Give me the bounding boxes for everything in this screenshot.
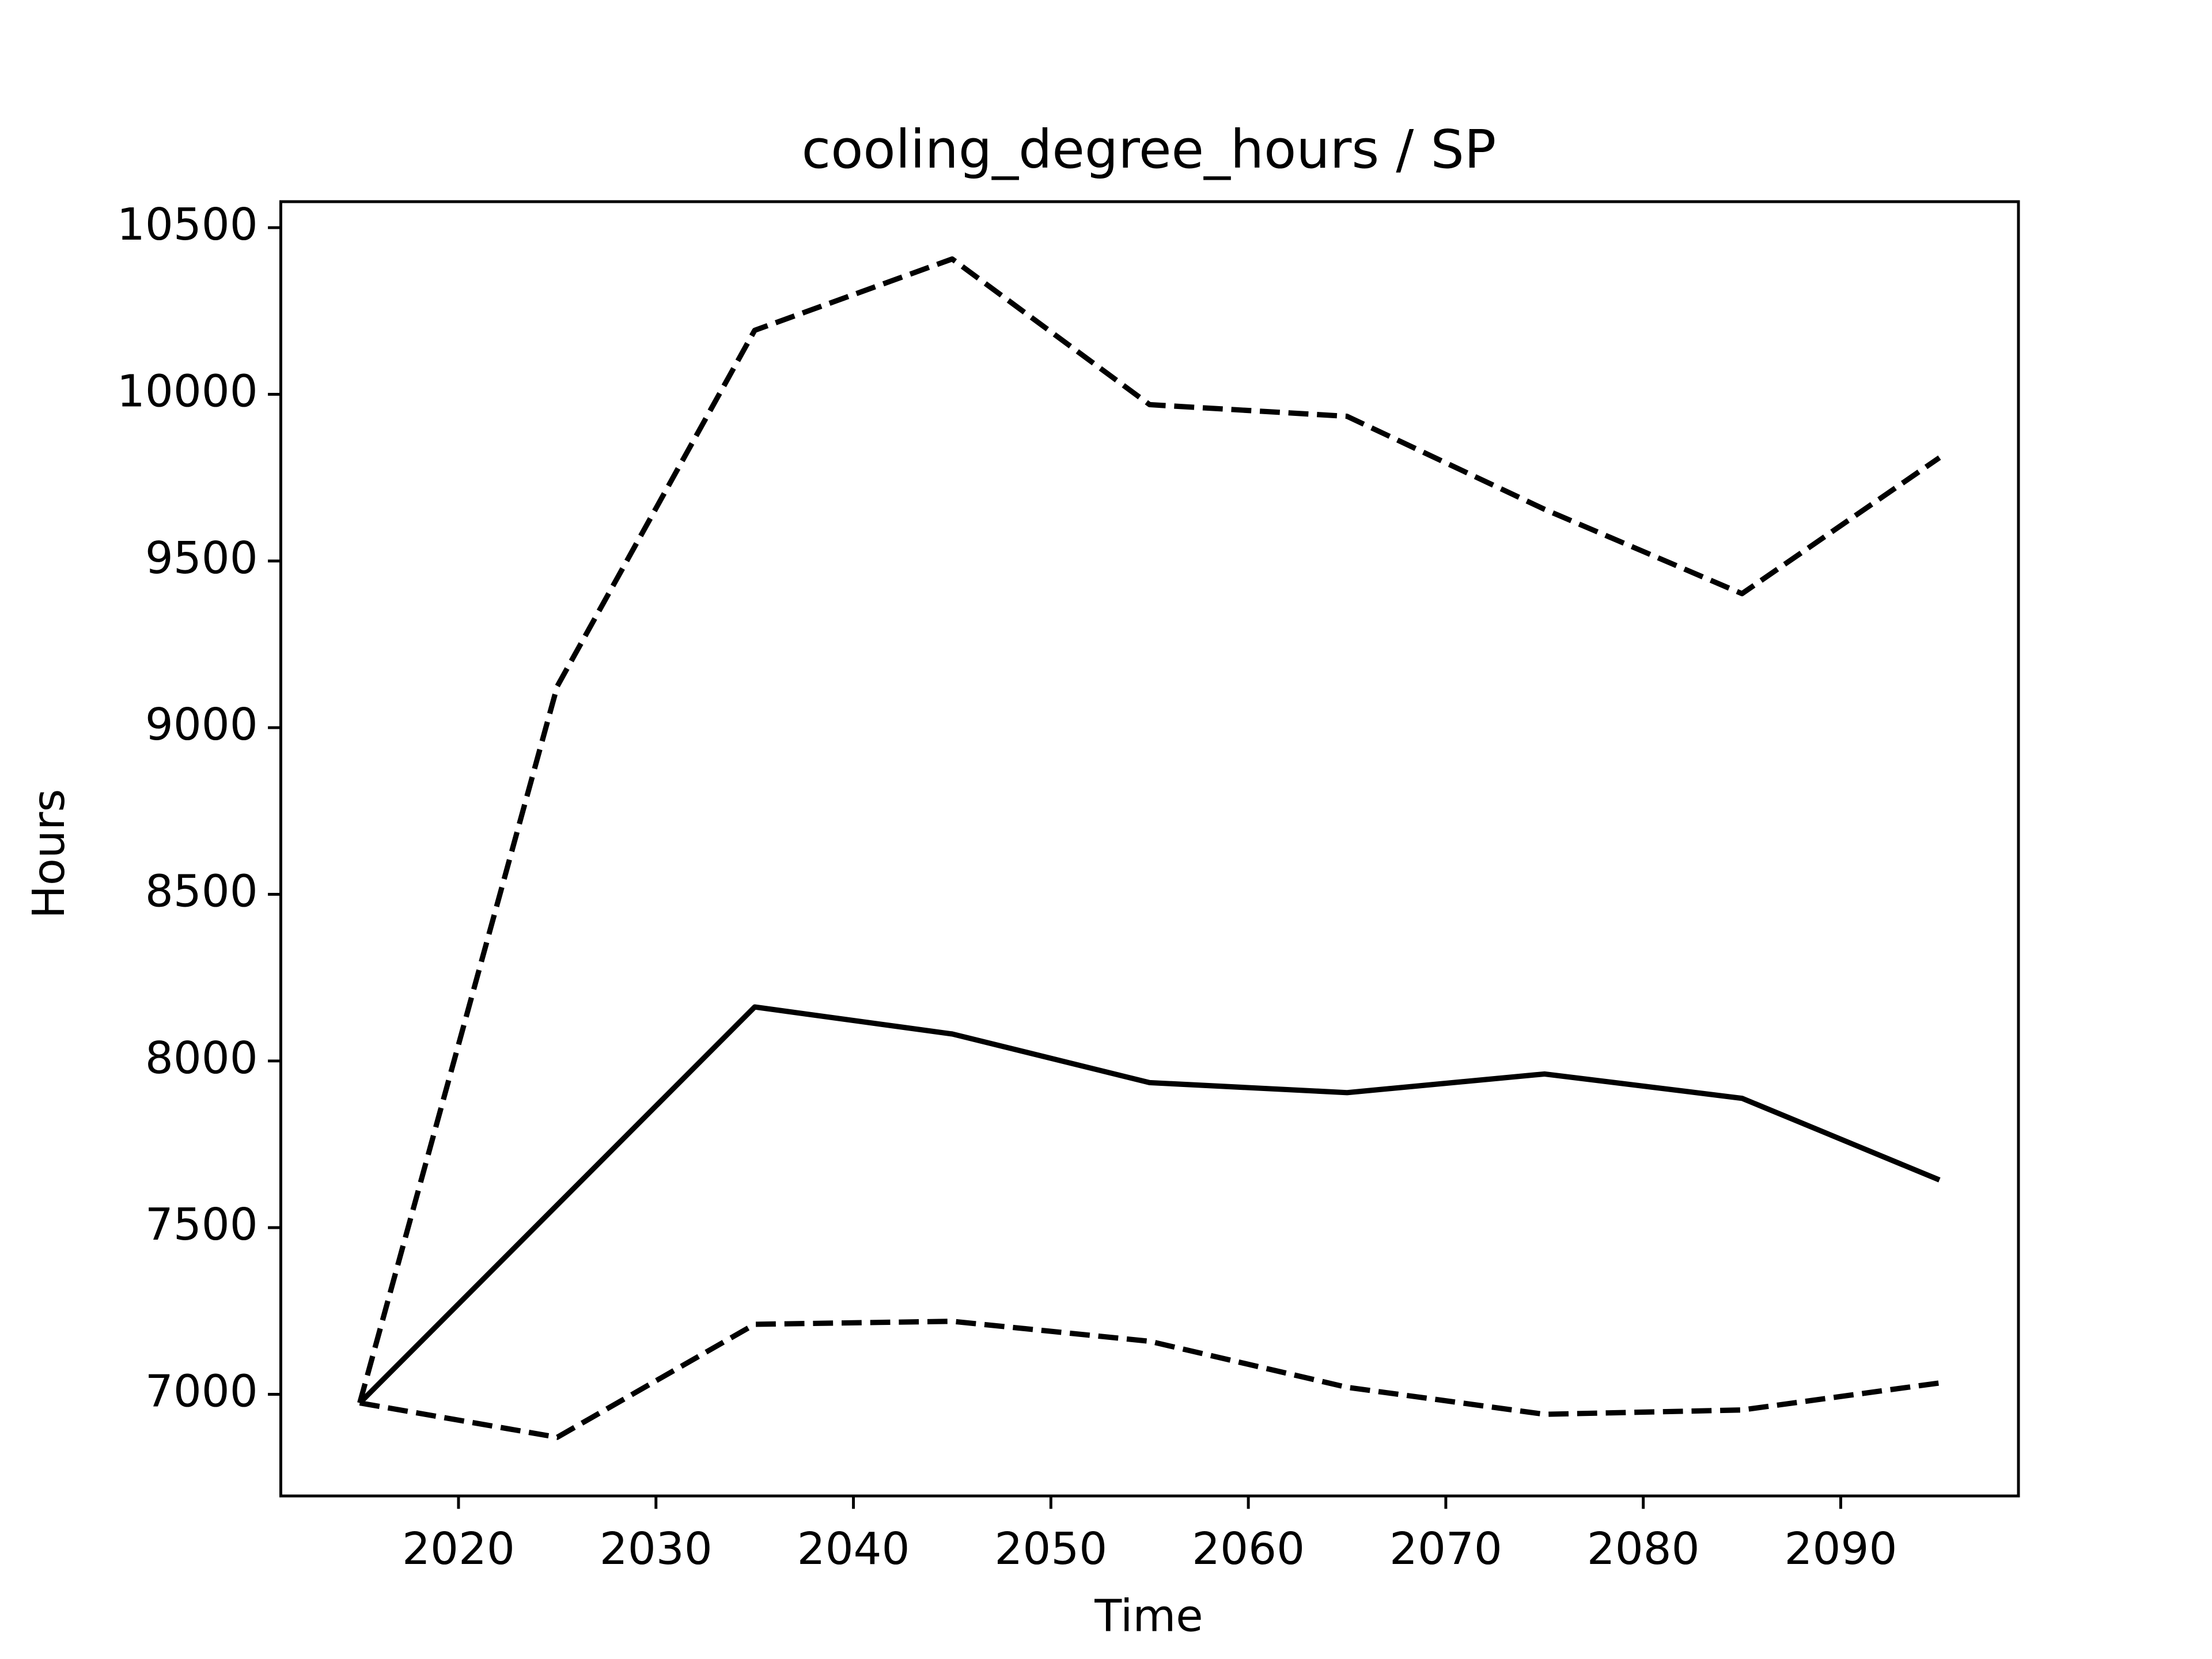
y-tick-label: 10000 [117,366,258,418]
y-tick-label: 9500 [145,533,258,584]
y-tick-label: 8000 [145,1033,258,1084]
chart-title: cooling_degree_hours / SP [802,119,1497,180]
x-tick-label: 2050 [994,1524,1107,1575]
x-tick-label: 2090 [1785,1524,1897,1575]
series-line [359,1319,1940,1440]
plot-frame [279,200,2020,1498]
y-tick-label: 7500 [145,1199,258,1251]
x-tick-label: 2060 [1192,1524,1305,1575]
y-axis-label: Hours [24,789,75,918]
x-tick-label: 2070 [1389,1524,1502,1575]
y-tick-label: 10500 [117,199,258,251]
x-tick-label: 2030 [600,1524,713,1575]
x-tick-label: 2020 [402,1524,515,1575]
x-tick-label: 2040 [797,1524,910,1575]
x-tick-label: 2080 [1587,1524,1700,1575]
y-tick-label: 7000 [145,1366,258,1417]
series-line [358,1004,1941,1405]
y-tick-label: 9000 [145,699,258,751]
x-axis-label: Time [1094,1590,1203,1642]
y-tick-label: 8500 [145,866,258,917]
series-line [357,256,1941,1404]
